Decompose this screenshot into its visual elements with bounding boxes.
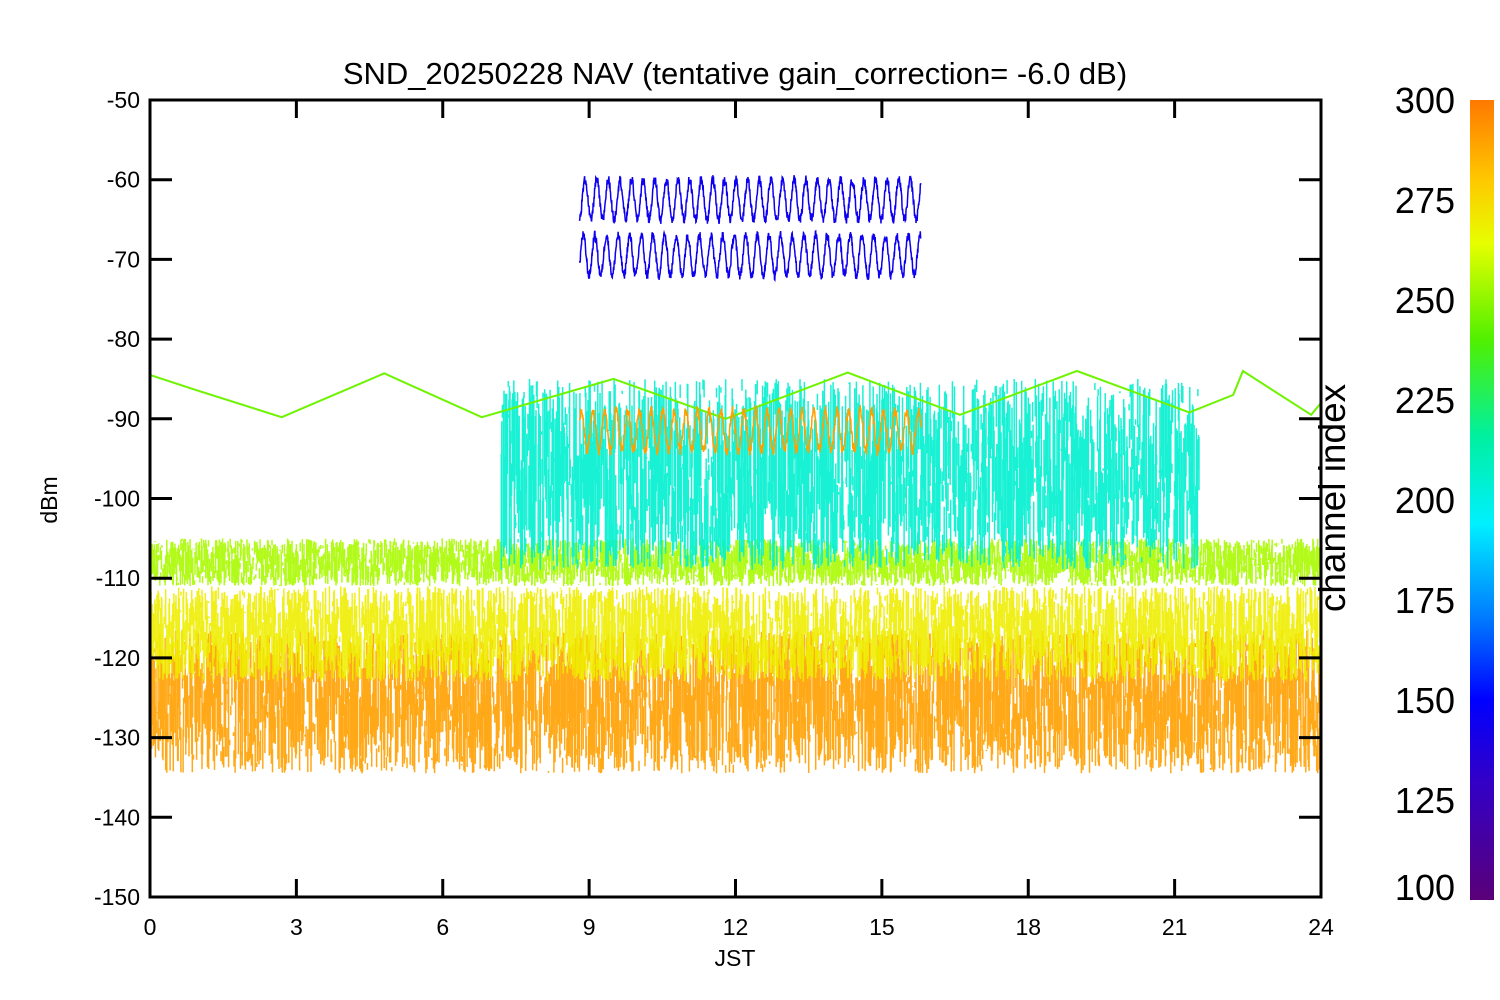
series-band [150, 586, 1321, 682]
colorbar [1470, 100, 1494, 900]
colorbar-tick-label: 175 [1395, 580, 1455, 621]
y-tick-label: -150 [94, 884, 140, 910]
y-tick-label: -70 [107, 246, 140, 272]
colorbar-tick-label: 150 [1395, 680, 1455, 721]
series-signal [578, 404, 922, 457]
colorbar-label: channel index [1312, 383, 1353, 612]
series-signal [578, 229, 922, 283]
colorbar-tick-label: 300 [1395, 80, 1455, 121]
y-tick-label: -100 [94, 486, 140, 512]
series-orange-signal [578, 404, 922, 457]
x-tick-label: 0 [144, 914, 157, 940]
y-tick-label: -130 [94, 725, 140, 751]
y-tick-label: -50 [107, 87, 140, 113]
y-axis-label: dBm [36, 476, 62, 523]
series-daytime-cyan-bursts [500, 379, 1200, 571]
series-band [150, 538, 1321, 587]
series-signal [578, 174, 922, 225]
colorbar-tick-label: 250 [1395, 280, 1455, 321]
x-tick-label: 3 [290, 914, 303, 940]
colorbar-tick-label: 100 [1395, 867, 1455, 908]
x-tick-label: 9 [583, 914, 596, 940]
plot-series [150, 174, 1321, 774]
colorbar-tick-label: 200 [1395, 480, 1455, 521]
series-line [150, 369, 1321, 420]
chart-title: SND_20250228 NAV (tentative gain_correct… [343, 56, 1127, 91]
y-tick-label: -110 [96, 565, 140, 591]
y-tick-label: -120 [94, 645, 140, 671]
x-axis-label: JST [715, 945, 756, 971]
x-tick-label: 15 [869, 914, 895, 940]
colorbar-tick-label: 225 [1395, 380, 1455, 421]
series-blue-signal-upper [578, 174, 922, 225]
y-tick-label: -140 [94, 804, 140, 830]
y-tick-label: -80 [107, 326, 140, 352]
series-band [500, 379, 1200, 571]
axes: 0 3 6 9 12 15 18 21 24 -50 -60 -70 -80 -90 -100 -110 -12… [94, 87, 1334, 940]
x-tick-label: 18 [1015, 914, 1041, 940]
series-sinusoid [150, 369, 1321, 420]
x-tick-label: 24 [1308, 914, 1334, 940]
series-green-band [150, 538, 1321, 587]
series-blue-signal-lower [578, 229, 922, 283]
x-tick-label: 6 [436, 914, 449, 940]
x-tick-label: 21 [1162, 914, 1188, 940]
x-tick-label: 12 [723, 914, 749, 940]
y-tick-label: -90 [107, 406, 140, 432]
y-tick-label: -60 [107, 167, 140, 193]
colorbar-ticks: 300 275 250 225 200 175 150 125 100 [1395, 80, 1455, 908]
colorbar-tick-label: 125 [1395, 780, 1455, 821]
colorbar-tick-label: 275 [1395, 180, 1455, 221]
series-upper-noise-band [150, 586, 1321, 682]
